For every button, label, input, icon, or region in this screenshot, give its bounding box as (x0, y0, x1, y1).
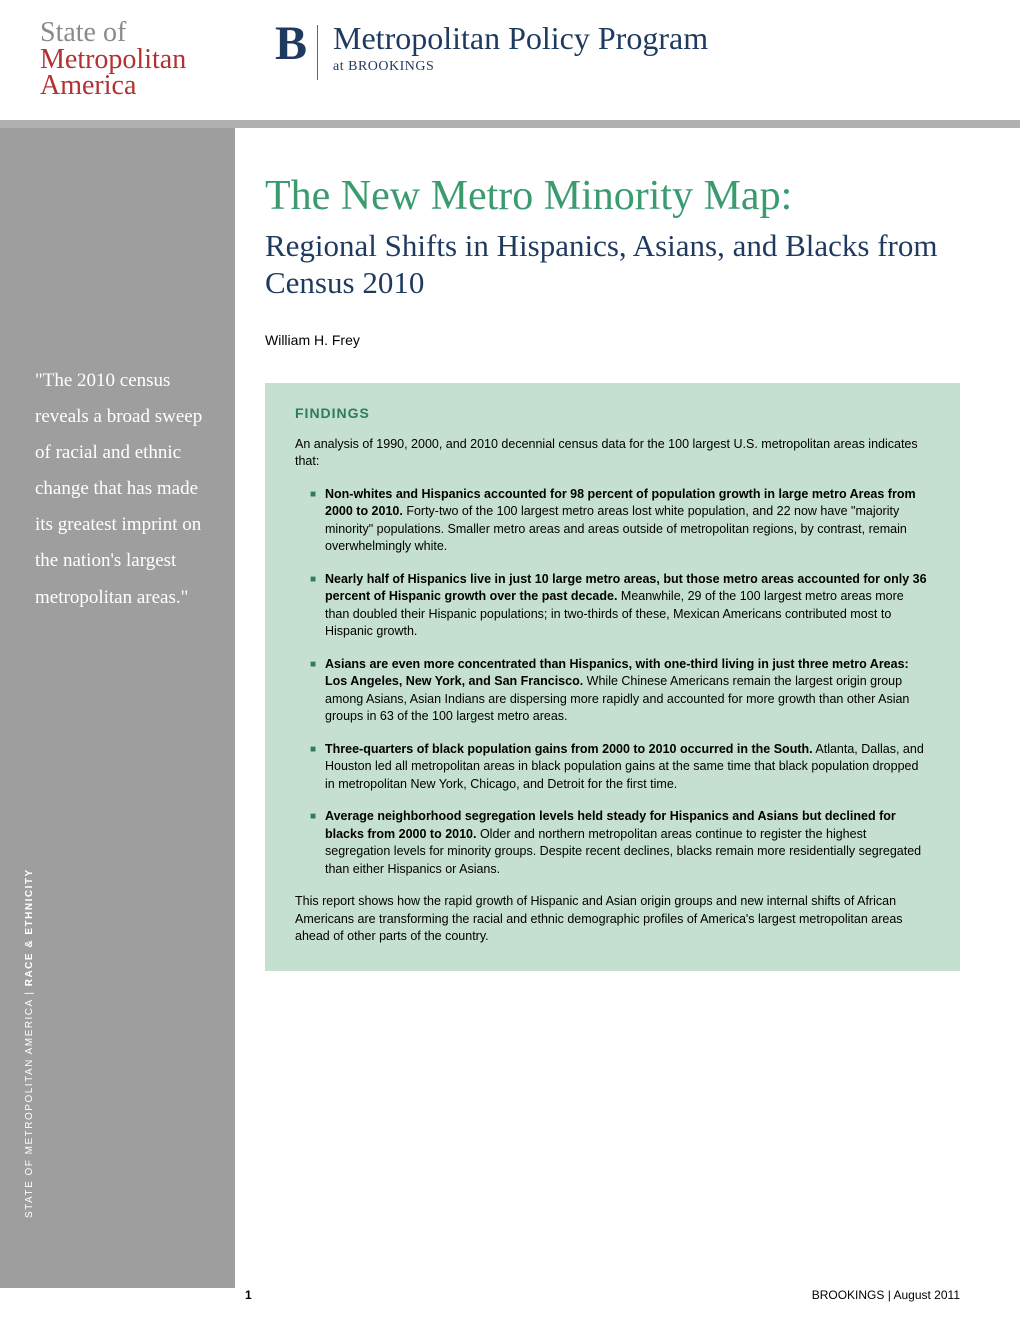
sidebar: "The 2010 census reveals a broad sweep o… (0, 128, 235, 1288)
findings-box: FINDINGS An analysis of 1990, 2000, and … (265, 383, 960, 971)
main-content: The New Metro Minority Map: Regional Shi… (235, 128, 1020, 1288)
vertical-label-part2: RACE & ETHNICITY (24, 868, 35, 986)
findings-conclusion: This report shows how the rapid growth o… (295, 893, 930, 946)
program-title-block: Metropolitan Policy Program at BROOKINGS (333, 20, 708, 75)
findings-bullet: Asians are even more concentrated than H… (310, 656, 930, 726)
bullet-rest: Forty-two of the 100 largest metro areas… (325, 504, 907, 553)
header-divider (317, 25, 318, 80)
findings-list: Non-whites and Hispanics accounted for 9… (310, 486, 930, 879)
vertical-label: STATE OF METROPOLITAN AMERICA | RACE & E… (24, 868, 35, 1218)
program-org: at BROOKINGS (333, 59, 708, 75)
brookings-header: B Metropolitan Policy Program at BROOKIN… (275, 20, 708, 80)
document-header: State of Metropolitan America B Metropol… (0, 0, 1020, 120)
header-rule (0, 120, 1020, 128)
findings-bullet: Nearly half of Hispanics live in just 10… (310, 571, 930, 641)
page-number: 1 (245, 1288, 252, 1302)
document-subtitle: Regional Shifts in Hispanics, Asians, an… (265, 227, 960, 301)
page-footer: 1 BROOKINGS | August 2011 (0, 1288, 1020, 1302)
document-title: The New Metro Minority Map: (265, 173, 960, 219)
program-name: Metropolitan Policy Program (333, 20, 708, 57)
content-area: "The 2010 census reveals a broad sweep o… (0, 128, 1020, 1288)
findings-intro: An analysis of 1990, 2000, and 2010 dece… (295, 436, 930, 471)
logo-line3: America (40, 70, 136, 101)
footer-citation: BROOKINGS | August 2011 (812, 1288, 960, 1302)
author-name: William H. Frey (265, 332, 960, 348)
findings-heading: FINDINGS (295, 405, 930, 421)
vertical-label-part1: STATE OF METROPOLITAN AMERICA | (24, 986, 35, 1218)
findings-bullet: Non-whites and Hispanics accounted for 9… (310, 486, 930, 556)
state-of-metro-logo: State of Metropolitan America (40, 20, 235, 100)
brookings-b-icon: B (275, 20, 307, 68)
bullet-bold: Three-quarters of black population gains… (325, 742, 813, 756)
pull-quote: "The 2010 census reveals a broad sweep o… (35, 363, 215, 616)
findings-bullet: Three-quarters of black population gains… (310, 741, 930, 794)
findings-bullet: Average neighborhood segregation levels … (310, 808, 930, 878)
